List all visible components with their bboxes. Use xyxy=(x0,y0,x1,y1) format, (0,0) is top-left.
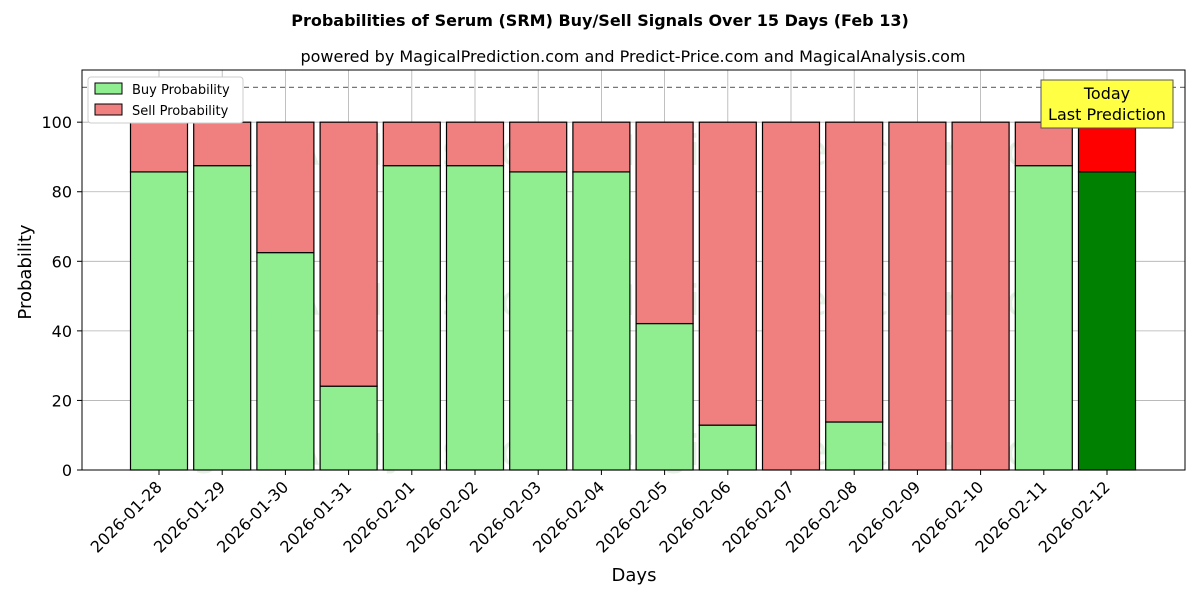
sell-bar xyxy=(761,121,821,471)
buy-bar xyxy=(445,165,505,471)
chart-subtitle: powered by MagicalPrediction.com and Pre… xyxy=(300,47,965,66)
sell-bar xyxy=(1077,121,1137,173)
sell-bar xyxy=(888,121,947,471)
y-tick-label: 40 xyxy=(52,322,72,341)
plot-frame xyxy=(81,69,1186,471)
annotation-line2: Last Prediction xyxy=(1048,105,1166,124)
sell-bar xyxy=(698,121,757,426)
sell-bar xyxy=(572,121,631,173)
sell-bar xyxy=(825,121,884,423)
sell-bar xyxy=(1014,121,1073,167)
sell-bar xyxy=(635,121,694,325)
sell-bar xyxy=(951,121,1010,471)
today-annotation: Today Last Prediction xyxy=(1040,79,1174,129)
buy-bar xyxy=(256,252,315,471)
buy-bar xyxy=(509,171,568,471)
y-tick-label: 60 xyxy=(52,252,72,271)
buy-bar xyxy=(193,165,252,471)
y-tick-label: 0 xyxy=(62,461,72,480)
buy-bar xyxy=(698,424,757,471)
buy-bar xyxy=(1077,171,1137,471)
buy-bar xyxy=(635,322,694,471)
legend-buy-label: Buy Probability xyxy=(132,83,230,98)
sell-bar xyxy=(382,121,441,167)
y-tick-label: 100 xyxy=(41,113,72,132)
sell-bar xyxy=(509,121,568,173)
x-axis-label: Days xyxy=(612,565,657,586)
buy-bar xyxy=(572,171,631,471)
buy-bar xyxy=(319,385,378,471)
legend-buy-swatch xyxy=(94,82,123,95)
buy-bar xyxy=(825,421,884,471)
y-axis-label: Probability xyxy=(15,224,36,319)
sell-bar xyxy=(256,121,315,254)
sell-bar xyxy=(129,121,189,173)
annotation-line1: Today xyxy=(1083,84,1130,103)
sell-bar xyxy=(319,121,378,387)
sell-bar xyxy=(193,121,252,167)
buy-bar xyxy=(382,165,441,471)
legend-sell-swatch xyxy=(94,103,123,116)
legend-sell-label: Sell Probability xyxy=(132,104,229,119)
legend: Buy Probability Sell Probability xyxy=(87,76,244,124)
sell-bar xyxy=(445,121,505,167)
buy-bar xyxy=(129,171,189,471)
y-tick-label: 20 xyxy=(52,391,72,410)
chart-title: Probabilities of Serum (SRM) Buy/Sell Si… xyxy=(291,11,909,30)
buy-bar xyxy=(1014,165,1073,471)
y-tick-label: 80 xyxy=(52,183,72,202)
